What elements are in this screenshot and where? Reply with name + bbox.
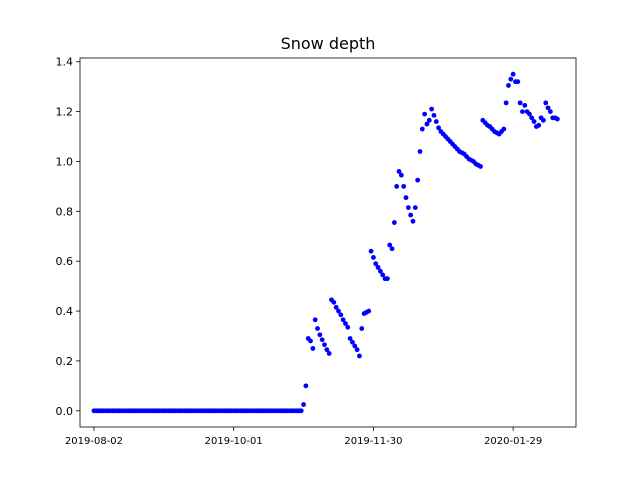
- data-point: [312, 317, 318, 323]
- data-point: [391, 220, 397, 225]
- data-point: [554, 116, 560, 122]
- data-point: [426, 117, 432, 123]
- data-point: [417, 149, 423, 154]
- x-tick-label: 2019-11-30: [344, 436, 402, 447]
- data-point: [410, 218, 416, 224]
- data-point: [301, 402, 306, 407]
- data-point: [522, 102, 528, 108]
- data-point: [433, 119, 439, 124]
- data-point: [527, 111, 532, 117]
- data-point: [517, 100, 523, 106]
- data-point: [377, 268, 383, 274]
- data-point: [354, 347, 360, 353]
- data-point: [415, 177, 421, 183]
- data-point: [345, 324, 351, 330]
- data-point: [308, 338, 313, 344]
- chart-title: Snow depth: [281, 34, 376, 53]
- y-tick-label: 0.0: [56, 405, 74, 418]
- x-tick-label: 2019-08-02: [65, 436, 123, 447]
- y-tick-label: 0.6: [56, 255, 74, 268]
- data-point: [375, 265, 381, 270]
- data-point: [310, 346, 316, 351]
- data-point: [503, 100, 509, 106]
- y-tick-label: 1.2: [56, 106, 74, 119]
- data-point: [359, 326, 365, 331]
- data-point: [343, 321, 348, 326]
- x-tick-label: 2020-01-29: [484, 436, 542, 447]
- data-point: [478, 164, 483, 169]
- data-point: [405, 205, 411, 210]
- data-points: [91, 71, 560, 414]
- data-point: [347, 336, 353, 341]
- data-point: [515, 79, 521, 85]
- data-point: [510, 71, 516, 77]
- data-point: [431, 112, 437, 118]
- x-tick-label: 2019-10-01: [205, 436, 263, 447]
- data-point: [322, 342, 327, 348]
- data-point: [541, 117, 546, 123]
- data-point: [403, 195, 409, 201]
- y-tick-label: 0.8: [56, 205, 74, 218]
- data-point: [547, 109, 553, 114]
- x-axis: 2019-08-02 2019-10-01 2019-11-30 2020-01-29: [65, 427, 542, 447]
- data-point: [315, 326, 320, 331]
- data-point: [319, 337, 325, 343]
- data-point: [520, 109, 525, 114]
- y-tick-label: 0.4: [56, 305, 74, 318]
- data-point: [333, 304, 339, 310]
- data-point: [436, 125, 442, 131]
- y-tick-label: 1.4: [56, 56, 74, 69]
- y-axis: 0.0 0.2 0.4 0.6 0.8 1.0 1.2 1.4: [56, 56, 80, 418]
- data-point: [412, 205, 418, 210]
- data-point: [396, 169, 402, 174]
- data-point: [506, 83, 511, 88]
- data-point: [366, 308, 372, 314]
- data-point: [389, 246, 395, 252]
- data-point: [387, 242, 393, 248]
- data-point: [298, 408, 304, 414]
- data-point: [368, 248, 374, 254]
- data-point: [401, 184, 407, 189]
- data-point: [398, 172, 404, 178]
- y-tick-label: 1.0: [56, 155, 74, 168]
- data-point: [336, 308, 341, 314]
- plot-frame: [79, 57, 577, 428]
- data-point: [371, 255, 376, 260]
- data-point: [331, 299, 337, 305]
- data-point: [326, 351, 332, 356]
- data-point: [545, 105, 551, 111]
- data-point: [419, 126, 425, 132]
- data-point: [340, 317, 346, 323]
- data-point: [384, 276, 390, 282]
- data-point: [357, 353, 362, 359]
- data-point: [531, 119, 537, 124]
- data-point: [424, 121, 430, 127]
- data-point: [317, 332, 323, 338]
- data-point: [394, 184, 400, 189]
- y-tick-label: 0.2: [56, 355, 74, 368]
- data-point: [501, 126, 507, 132]
- data-point: [543, 100, 549, 106]
- data-point: [352, 343, 358, 349]
- data-point: [529, 115, 535, 121]
- data-point: [508, 76, 514, 82]
- data-point: [429, 106, 435, 112]
- data-point: [373, 261, 379, 267]
- data-point: [408, 212, 414, 218]
- data-point: [536, 122, 542, 128]
- data-point: [350, 339, 355, 345]
- data-point: [303, 383, 309, 389]
- data-point: [380, 272, 386, 278]
- data-point: [338, 312, 344, 318]
- data-point: [324, 347, 330, 353]
- data-point: [422, 111, 428, 117]
